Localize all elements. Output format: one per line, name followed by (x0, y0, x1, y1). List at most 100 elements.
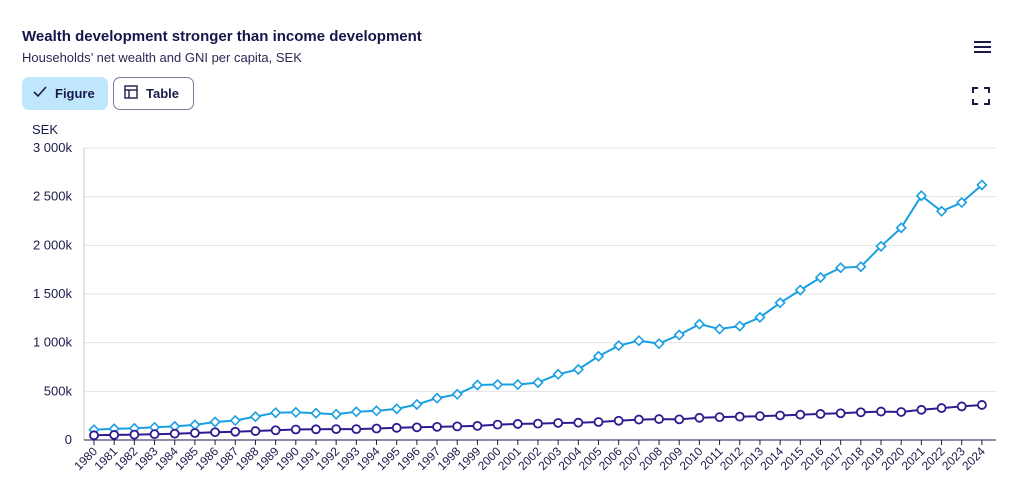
data-point[interactable] (694, 412, 705, 423)
data-point[interactable] (613, 339, 625, 352)
data-point[interactable] (714, 412, 725, 423)
data-point[interactable] (209, 416, 221, 428)
check-icon (33, 86, 47, 101)
data-point[interactable] (835, 262, 847, 274)
data-point[interactable] (189, 428, 200, 438)
y-tick-label: 1 500k (33, 286, 73, 301)
data-point[interactable] (270, 425, 281, 436)
data-point[interactable] (633, 414, 644, 425)
y-axis-label: SEK (32, 122, 58, 137)
data-point[interactable] (250, 426, 261, 436)
data-point[interactable] (311, 424, 321, 435)
data-point[interactable] (674, 414, 685, 425)
data-point[interactable] (391, 422, 402, 433)
data-point[interactable] (451, 388, 463, 400)
data-point[interactable] (512, 378, 524, 391)
data-point[interactable] (795, 409, 806, 420)
data-point[interactable] (129, 429, 140, 440)
data-point[interactable] (915, 190, 928, 202)
data-point[interactable] (654, 414, 664, 424)
data-point[interactable] (734, 320, 746, 332)
data-point[interactable] (755, 411, 765, 422)
data-point[interactable] (916, 404, 927, 415)
data-point[interactable] (613, 415, 624, 426)
data-point[interactable] (109, 430, 120, 440)
data-point[interactable] (411, 398, 423, 411)
data-point[interactable] (592, 350, 605, 362)
data-point[interactable] (814, 271, 827, 284)
data-point[interactable] (269, 407, 282, 419)
data-point[interactable] (492, 419, 503, 430)
data-point[interactable] (432, 421, 442, 432)
fullscreen-icon[interactable] (971, 86, 991, 106)
y-tick-label: 1 000k (33, 335, 73, 350)
data-point[interactable] (935, 205, 948, 217)
data-point[interactable] (713, 323, 726, 335)
data-point[interactable] (533, 418, 543, 429)
data-point[interactable] (552, 368, 564, 380)
data-point[interactable] (754, 311, 766, 323)
data-point[interactable] (775, 410, 786, 421)
data-point[interactable] (290, 424, 301, 435)
data-point[interactable] (573, 417, 584, 428)
data-point[interactable] (169, 428, 180, 439)
data-point[interactable] (673, 329, 685, 341)
data-point[interactable] (977, 400, 987, 410)
data-point[interactable] (876, 406, 886, 417)
data-point[interactable] (230, 426, 241, 437)
data-point[interactable] (774, 297, 786, 309)
data-point[interactable] (633, 335, 645, 347)
series-line-0 (93, 184, 983, 431)
data-point[interactable] (532, 376, 544, 389)
data-point[interactable] (351, 424, 362, 434)
data-point[interactable] (794, 284, 806, 296)
menu-icon[interactable] (970, 38, 996, 60)
data-point[interactable] (370, 405, 383, 417)
data-point[interactable] (471, 379, 484, 391)
data-point[interactable] (855, 261, 867, 273)
data-point[interactable] (371, 423, 382, 434)
data-point[interactable] (553, 418, 564, 428)
y-tick-label: 2 500k (33, 189, 73, 204)
data-point[interactable] (189, 419, 201, 431)
table-icon (124, 85, 138, 102)
data-point[interactable] (331, 424, 342, 434)
data-point[interactable] (310, 407, 322, 419)
data-point[interactable] (431, 392, 443, 404)
data-point[interactable] (391, 403, 403, 415)
tab-table[interactable]: Table (113, 77, 194, 110)
data-point[interactable] (734, 411, 745, 422)
data-point[interactable] (411, 422, 422, 433)
data-point[interactable] (512, 419, 523, 429)
tab-table-label: Table (146, 86, 179, 101)
data-point[interactable] (452, 421, 463, 432)
data-point[interactable] (653, 338, 665, 350)
data-point[interactable] (229, 414, 241, 427)
data-point[interactable] (572, 363, 584, 376)
data-point[interactable] (875, 240, 887, 252)
data-point[interactable] (593, 417, 604, 427)
data-point[interactable] (976, 179, 988, 191)
data-point[interactable] (491, 378, 504, 391)
data-point[interactable] (472, 420, 483, 431)
data-point[interactable] (249, 411, 262, 423)
y-tick-label: 2 000k (33, 237, 73, 252)
data-point[interactable] (835, 408, 846, 419)
data-point[interactable] (330, 408, 342, 420)
y-tick-label: 0 (65, 432, 72, 447)
data-point[interactable] (895, 222, 907, 234)
data-point[interactable] (350, 406, 362, 418)
data-point[interactable] (290, 406, 302, 418)
data-point[interactable] (936, 403, 947, 413)
tab-figure[interactable]: Figure (22, 77, 108, 110)
data-point[interactable] (956, 401, 967, 412)
data-point[interactable] (693, 318, 706, 330)
data-point[interactable] (149, 429, 160, 440)
data-point[interactable] (210, 427, 220, 438)
data-point[interactable] (855, 407, 866, 418)
view-tabs: Figure Table (22, 77, 194, 110)
data-point[interactable] (956, 196, 968, 209)
data-point[interactable] (896, 407, 907, 417)
data-point[interactable] (815, 409, 826, 419)
data-point[interactable] (89, 430, 99, 441)
